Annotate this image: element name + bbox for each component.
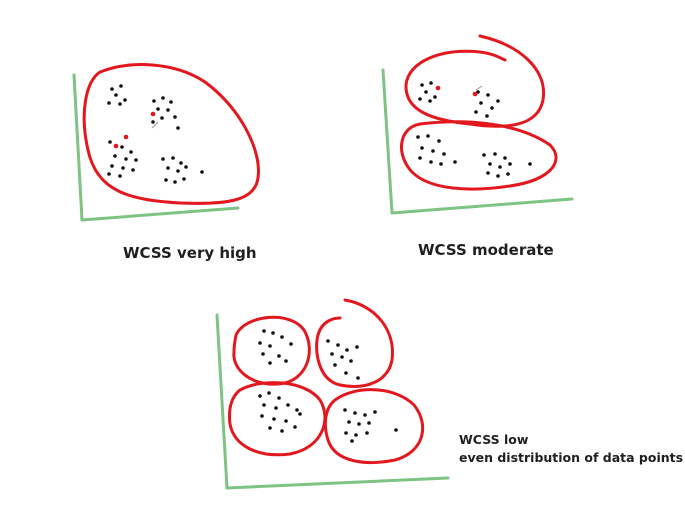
- data-points: [107, 84, 204, 184]
- data-points: [416, 81, 532, 178]
- centroid-markers: [435, 85, 483, 97]
- cluster-outline-bottom-left: [228, 381, 327, 457]
- axis-lines: [215, 313, 450, 490]
- data-points: [258, 329, 398, 443]
- caption-wcss-very-high: WCSS very high: [123, 244, 257, 262]
- caption-wcss-low: WCSS low even distribution of data point…: [459, 431, 683, 467]
- cluster-outline-bottom-right: [323, 388, 425, 464]
- panel-low: [215, 298, 450, 490]
- centroid-markers: [113, 111, 159, 149]
- cluster-outline-upper: [404, 34, 546, 128]
- cluster-outline: [82, 63, 260, 205]
- axis-lines: [381, 68, 574, 215]
- caption-wcss-low-line-2: even distribution of data points: [459, 450, 684, 465]
- caption-wcss-low-line-1: WCSS low: [459, 432, 529, 447]
- cluster-outline-top-right: [315, 298, 394, 388]
- panel-moderate: [381, 34, 574, 215]
- cluster-outline-lower: [400, 120, 558, 191]
- cluster-outline-top-left: [232, 315, 311, 386]
- panel-very-high: [72, 63, 260, 222]
- axis-lines: [72, 73, 240, 222]
- caption-wcss-moderate: WCSS moderate: [418, 241, 554, 259]
